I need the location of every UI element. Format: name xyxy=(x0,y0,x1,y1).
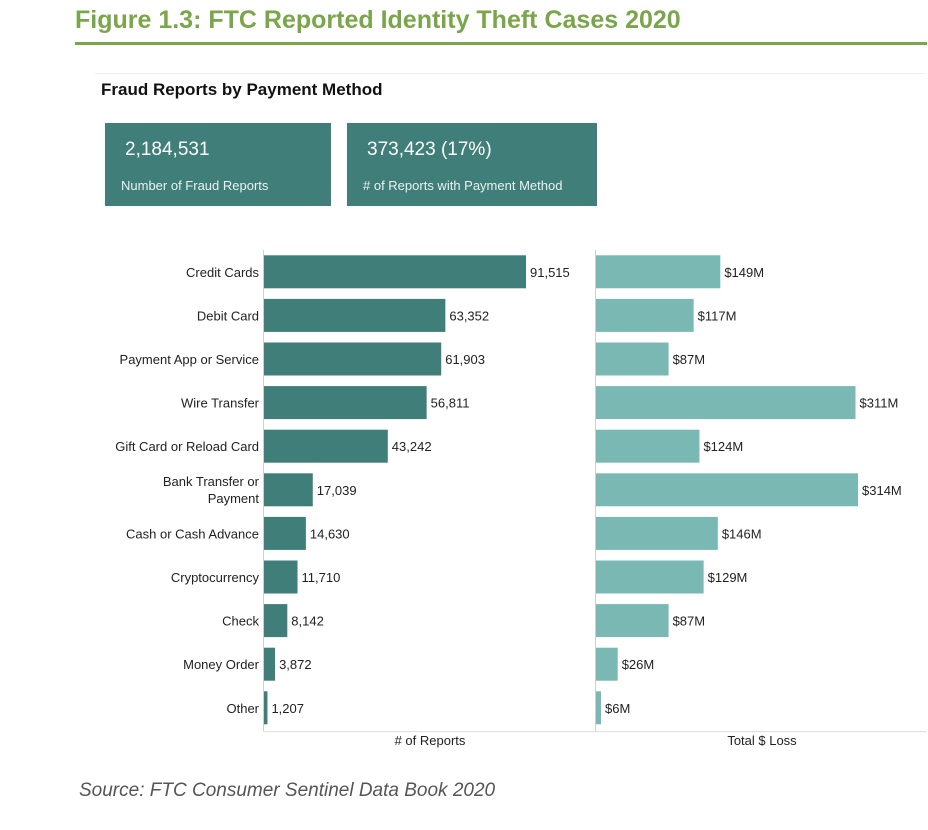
reports-data-label: 63,352 xyxy=(449,308,489,323)
reports-data-label: 91,515 xyxy=(530,265,570,280)
loss-data-label: $311M xyxy=(859,396,898,411)
loss-bar xyxy=(596,647,618,681)
loss-bar xyxy=(596,604,669,638)
reports-data-label: 17,039 xyxy=(317,483,357,498)
reports-data-label: 43,242 xyxy=(392,439,432,454)
reports-bar xyxy=(264,342,442,376)
loss-data-label: $146M xyxy=(722,526,762,541)
category-label: Money Order xyxy=(183,657,260,672)
reports-bar xyxy=(264,516,306,550)
kpi-value: 2,184,531 xyxy=(125,139,210,160)
kpi-reports-with-payment-method: 373,423 (17%) # of Reports with Payment … xyxy=(347,123,597,206)
reports-bar xyxy=(264,386,427,420)
figure-title: Figure 1.3: FTC Reported Identity Theft … xyxy=(75,6,681,34)
reports-bar xyxy=(264,691,268,725)
x-axis-label-reports: # of Reports xyxy=(395,733,466,748)
fraud-payment-method-chart: Credit Cards Debit Card Payment App or Ser… xyxy=(115,250,926,748)
loss-bar xyxy=(596,342,669,376)
loss-data-label: $87M xyxy=(673,614,706,629)
loss-bar xyxy=(596,516,718,550)
title-divider xyxy=(75,42,927,45)
reports-bar xyxy=(264,560,298,594)
reports-bar xyxy=(264,647,276,681)
loss-bar xyxy=(596,255,721,289)
loss-data-label: $314M xyxy=(862,483,902,498)
loss-bar xyxy=(596,473,858,507)
loss-series: $149M $117M $87M $311M $124M $314M $146M $129M $… xyxy=(596,255,902,725)
reports-data-label: 61,903 xyxy=(445,352,485,367)
reports-data-label: 56,811 xyxy=(431,396,470,411)
reports-data-label: 1,207 xyxy=(271,701,304,716)
reports-bar xyxy=(264,429,388,463)
loss-bar xyxy=(596,429,700,463)
loss-data-label: $149M xyxy=(724,265,764,280)
category-label: Other xyxy=(226,701,259,716)
reports-series: 91,515 63,352 61,903 56,811 43,242 17,039 14,6… xyxy=(264,255,570,725)
category-label: Debit Card xyxy=(197,308,259,323)
chart-top-divider xyxy=(95,73,925,74)
loss-bar xyxy=(596,560,704,594)
kpi-label: Number of Fraud Reports xyxy=(121,178,269,193)
kpi-value: 373,423 (17%) xyxy=(367,139,492,160)
loss-data-label: $129M xyxy=(708,570,748,585)
kpi-total-fraud-reports: 2,184,531 Number of Fraud Reports xyxy=(105,123,331,206)
loss-data-label: $26M xyxy=(622,657,655,672)
loss-bar xyxy=(596,386,856,420)
reports-bar xyxy=(264,298,446,332)
source-note: Source: FTC Consumer Sentinel Data Book … xyxy=(79,780,496,801)
loss-data-label: $6M xyxy=(605,701,630,716)
loss-data-label: $87M xyxy=(673,352,706,367)
loss-bar xyxy=(596,298,694,332)
reports-bar xyxy=(264,473,313,507)
category-label: Cryptocurrency xyxy=(171,570,260,585)
category-label: Wire Transfer xyxy=(181,396,260,411)
reports-data-label: 11,710 xyxy=(302,570,341,585)
loss-data-label: $124M xyxy=(703,439,743,454)
category-labels: Credit Cards Debit Card Payment App or Ser… xyxy=(115,265,259,716)
reports-data-label: 3,872 xyxy=(279,657,312,672)
category-label: Cash or Cash Advance xyxy=(126,526,259,541)
loss-bar xyxy=(596,691,602,725)
reports-data-label: 8,142 xyxy=(291,614,324,629)
loss-data-label: $117M xyxy=(698,308,737,323)
category-label: Payment App or Service xyxy=(120,352,259,367)
reports-bar xyxy=(264,255,526,289)
chart-title: Fraud Reports by Payment Method xyxy=(101,80,383,99)
reports-data-label: 14,630 xyxy=(310,526,350,541)
kpi-label: # of Reports with Payment Method xyxy=(363,178,563,193)
category-label: Credit Cards xyxy=(186,265,259,280)
reports-bar xyxy=(264,604,288,638)
category-label: Bank Transfer or Payment xyxy=(163,474,260,506)
axes xyxy=(263,250,926,733)
category-label: Gift Card or Reload Card xyxy=(115,439,259,454)
category-label: Check xyxy=(222,614,259,629)
x-axis-label-loss: Total $ Loss xyxy=(727,733,797,748)
